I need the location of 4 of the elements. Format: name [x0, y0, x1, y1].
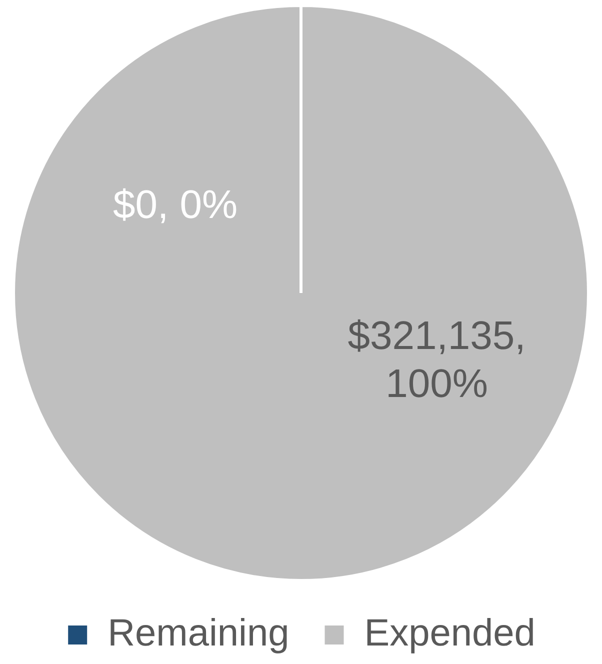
- data-label: $321,135, 100%: [348, 314, 526, 406]
- text: $0, 0%: [113, 182, 238, 227]
- legend-label: Expended: [364, 612, 536, 654]
- legend-label: Remaining: [108, 612, 290, 654]
